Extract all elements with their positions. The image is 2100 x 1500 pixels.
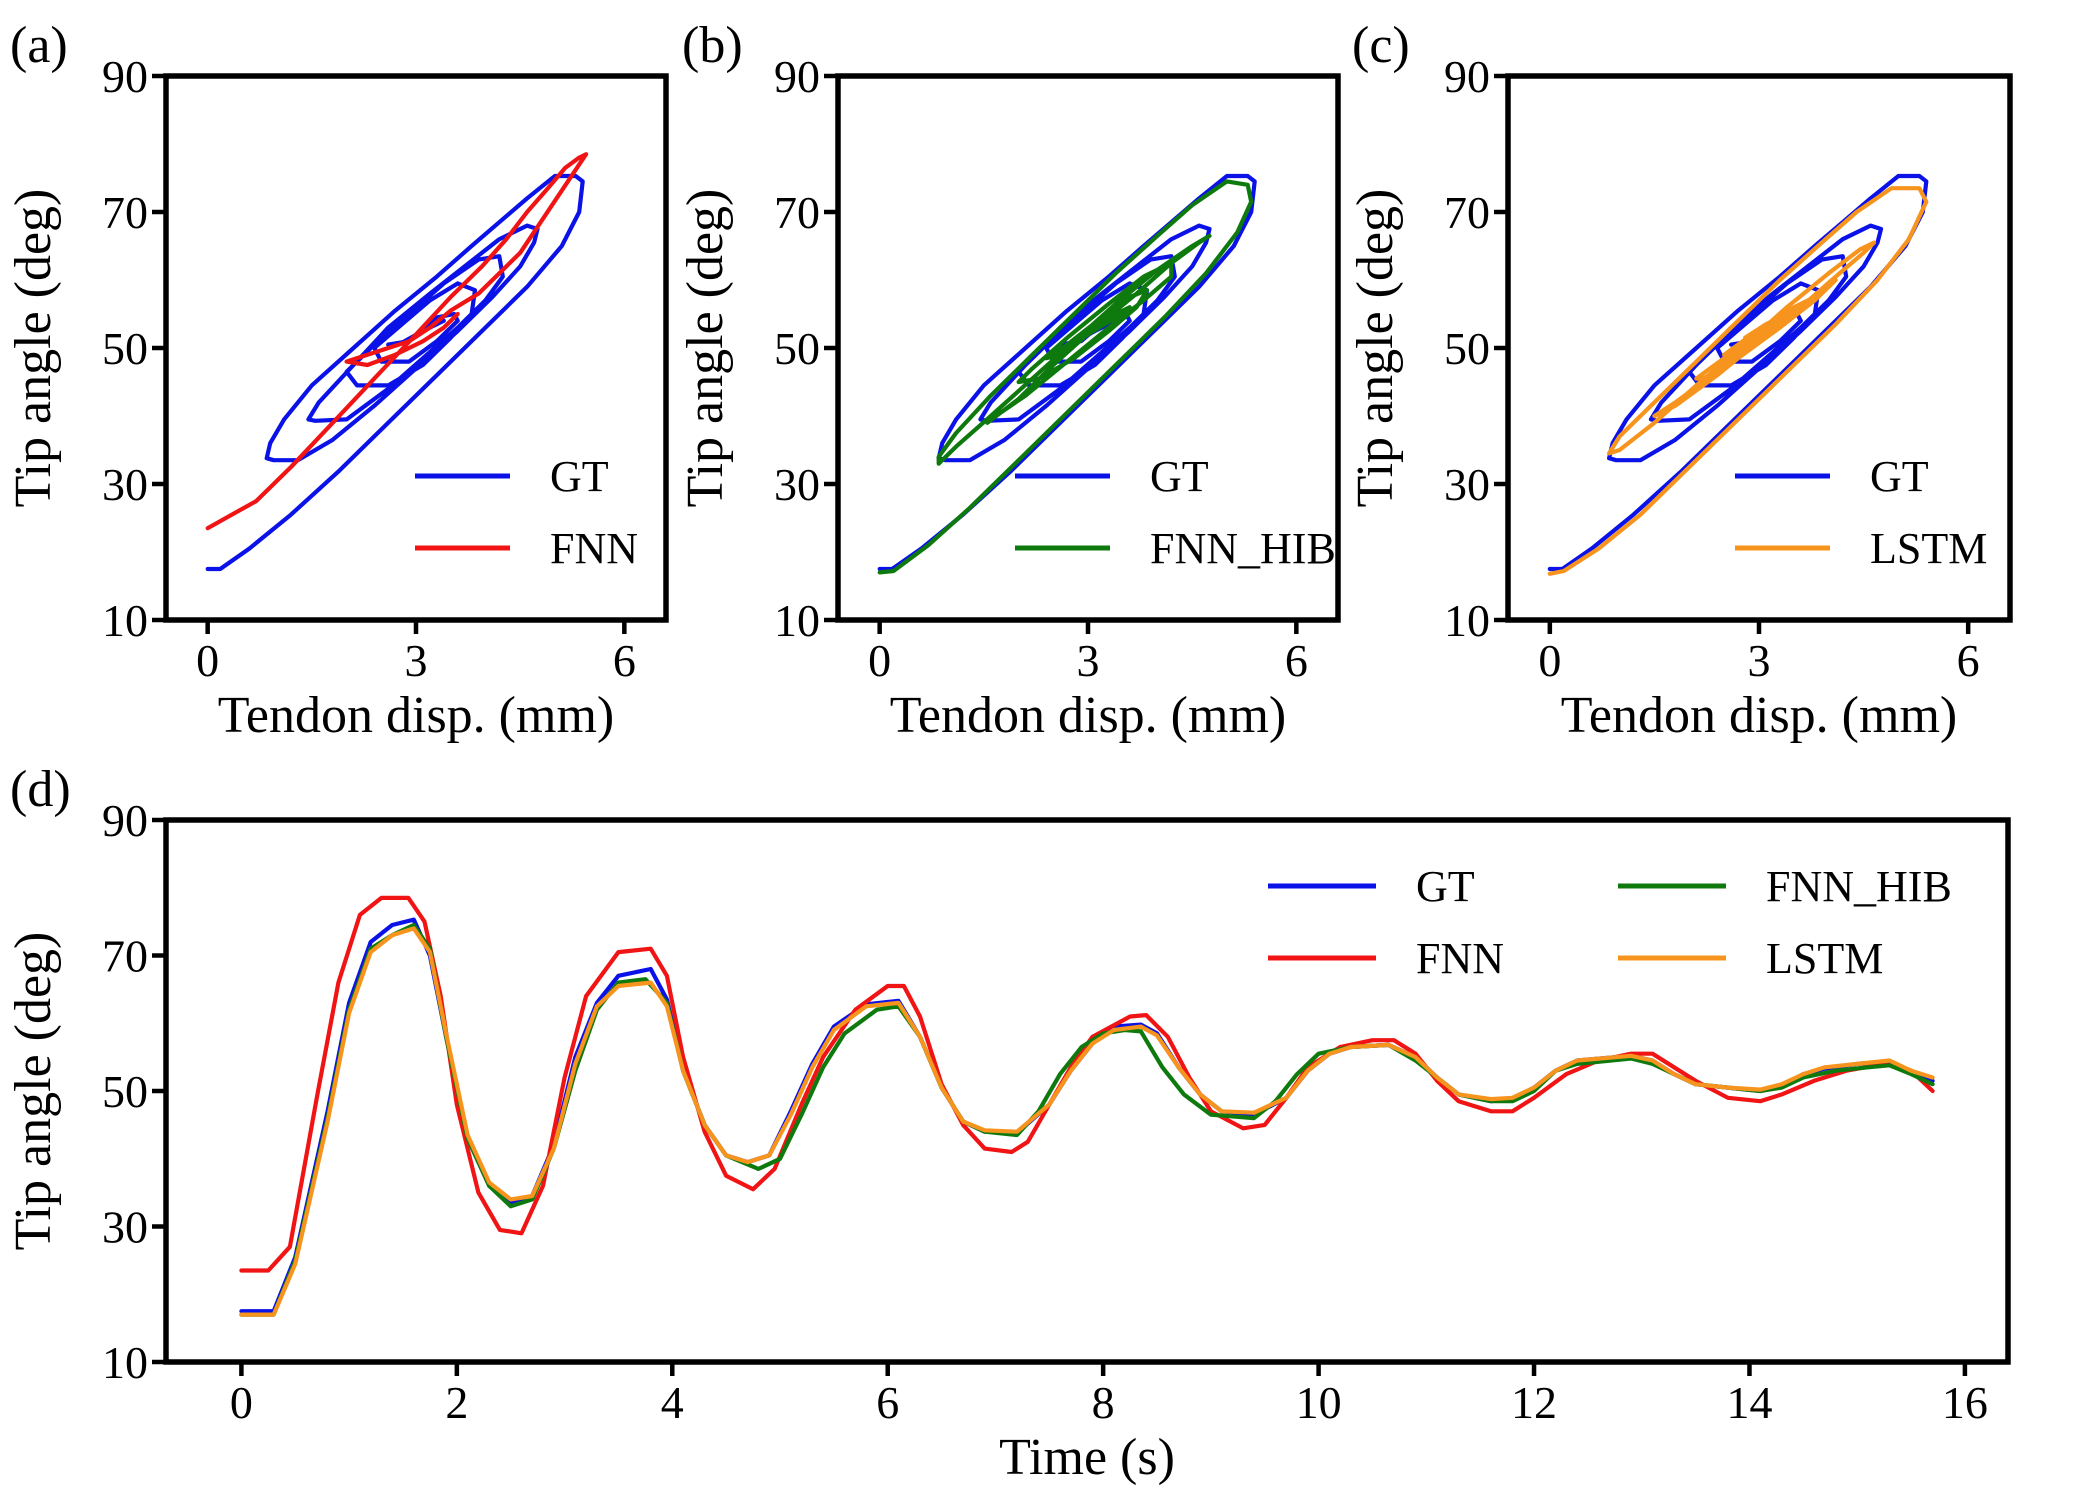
x-tick-label: 3 — [1077, 635, 1100, 686]
series-line-gt — [239, 917, 1935, 1314]
series-line-fnn — [239, 895, 1935, 1273]
x-tick-label: 3 — [405, 635, 428, 686]
plot-frame — [163, 817, 2011, 1365]
legend-label: LSTM — [1870, 524, 1987, 573]
x-tick-label: 8 — [1092, 1377, 1115, 1428]
legend-label: LSTM — [1766, 934, 1883, 983]
x-tick-label: 16 — [1942, 1377, 1988, 1428]
series-line-lstm — [1547, 186, 1929, 576]
x-axis-label: Time (s) — [999, 1429, 1175, 1486]
y-tick-label: 90 — [1444, 51, 1490, 102]
x-tick-label: 3 — [1748, 635, 1771, 686]
y-tick-label: 10 — [102, 595, 148, 646]
y-tick-label: 70 — [102, 187, 148, 238]
y-tick-label: 10 — [102, 1337, 148, 1388]
y-tick-label: 30 — [102, 1202, 148, 1253]
panel-label: (b) — [682, 17, 743, 74]
series-line-fnn — [205, 152, 589, 531]
chart-panel-d: 10 30 50 70 90 0 2 4 6 8 10 12 14 16 Time (s) Tip angle… — [5, 761, 2011, 1486]
y-tick-label: 70 — [774, 187, 820, 238]
x-tick-label: 4 — [661, 1377, 684, 1428]
y-axis-label: Tip angle (deg) — [1347, 189, 1404, 508]
legend: GT FNN FNN_HIB LSTM — [1268, 862, 1952, 983]
legend-label: FNN — [550, 524, 638, 573]
legend-label: GT — [1416, 862, 1475, 911]
legend-label: FNN_HIB — [1150, 524, 1336, 573]
y-tick-label: 30 — [1444, 459, 1490, 510]
x-tick-label: 0 — [868, 635, 891, 686]
y-tick-label: 30 — [774, 459, 820, 510]
y-tick-label: 50 — [102, 1066, 148, 1117]
x-tick-label: 6 — [1285, 635, 1308, 686]
x-tick-label: 2 — [445, 1377, 468, 1428]
series-line-fnn-hib — [877, 179, 1254, 575]
x-tick-label: 6 — [1957, 635, 1980, 686]
series-line-gt — [1547, 173, 1929, 572]
x-tick-label: 6 — [876, 1377, 899, 1428]
x-tick-label: 12 — [1511, 1377, 1557, 1428]
legend-label: GT — [550, 452, 609, 501]
legend: GT LSTM — [1735, 452, 1987, 573]
legend-label: GT — [1150, 452, 1209, 501]
y-tick-label: 10 — [1444, 595, 1490, 646]
series-line-gt — [877, 173, 1257, 572]
legend-label: FNN — [1416, 934, 1504, 983]
panel-label: (d) — [10, 761, 71, 818]
y-axis-label: Tip angle (deg) — [677, 189, 734, 508]
x-tick-label: 0 — [1538, 635, 1561, 686]
panel-label: (a) — [10, 17, 68, 74]
series-line-fnn-hib — [239, 922, 1935, 1317]
y-axis-label: Tip angle (deg) — [5, 932, 62, 1251]
x-axis-label: Tendon disp. (mm) — [218, 687, 614, 744]
y-tick-label: 30 — [102, 459, 148, 510]
y-tick-label: 70 — [1444, 187, 1490, 238]
panel-label: (c) — [1352, 17, 1410, 74]
y-tick-label: 90 — [102, 795, 148, 846]
series-line-lstm — [239, 926, 1935, 1317]
legend: GT FNN_HIB — [1015, 452, 1336, 573]
legend-label: GT — [1870, 452, 1929, 501]
x-axis-label: Tendon disp. (mm) — [890, 687, 1286, 744]
x-tick-label: 0 — [196, 635, 219, 686]
x-axis-label: Tendon disp. (mm) — [1561, 687, 1957, 744]
y-tick-label: 10 — [774, 595, 820, 646]
x-tick-label: 10 — [1296, 1377, 1342, 1428]
x-tick-label: 0 — [230, 1377, 253, 1428]
x-tick-label: 6 — [613, 635, 636, 686]
x-tick-label: 14 — [1726, 1377, 1772, 1428]
legend: GT FNN — [415, 452, 638, 573]
y-tick-label: 50 — [1444, 323, 1490, 374]
series-line-gt — [205, 173, 585, 572]
y-tick-label: 90 — [774, 51, 820, 102]
y-tick-label: 90 — [102, 51, 148, 102]
y-axis-label: Tip angle (deg) — [5, 189, 62, 508]
legend-label: FNN_HIB — [1766, 862, 1952, 911]
y-tick-label: 50 — [102, 323, 148, 374]
y-tick-label: 50 — [774, 323, 820, 374]
y-tick-label: 70 — [102, 931, 148, 982]
